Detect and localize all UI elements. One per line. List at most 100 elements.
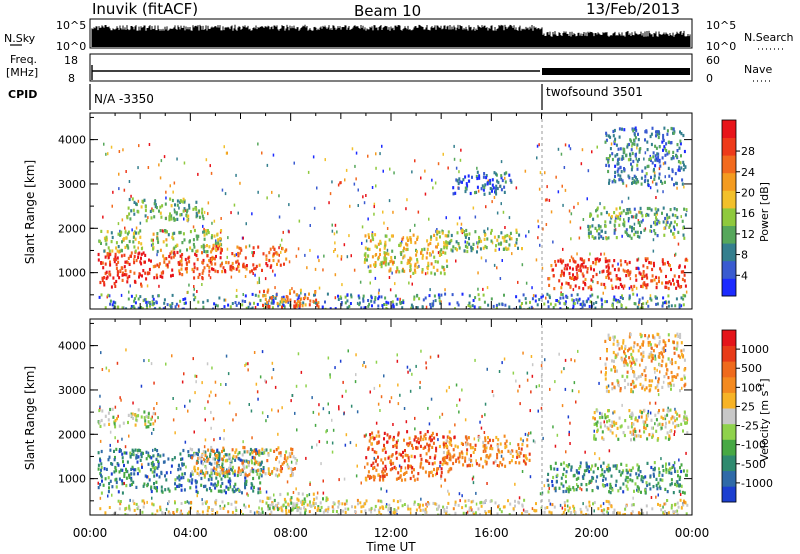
- range-gate-cell: [102, 266, 105, 270]
- range-gate-cell: [132, 401, 134, 405]
- range-gate-cell: [515, 186, 518, 190]
- range-gate-cell: [570, 212, 573, 216]
- range-gate-cell: [163, 260, 166, 264]
- range-gate-cell: [442, 250, 445, 254]
- range-gate-cell: [617, 286, 620, 290]
- range-gate-cell: [501, 236, 504, 240]
- range-gate-cell: [544, 171, 546, 175]
- range-gate-cell: [100, 468, 102, 472]
- range-gate-cell: [667, 300, 670, 304]
- range-gate-cell: [674, 407, 676, 411]
- range-gate-cell: [165, 362, 167, 366]
- range-gate-cell: [375, 184, 377, 188]
- range-gate-cell: [240, 510, 243, 514]
- range-gate-cell: [418, 264, 420, 268]
- range-gate-cell: [654, 207, 657, 211]
- range-gate-cell: [208, 474, 211, 478]
- range-gate-cell: [347, 349, 349, 353]
- range-gate-cell: [270, 301, 273, 305]
- range-gate-cell: [472, 499, 475, 503]
- range-gate-cell: [348, 234, 350, 238]
- range-gate-cell: [655, 275, 658, 279]
- range-gate-cell: [662, 136, 665, 140]
- range-gate-cell: [452, 186, 455, 190]
- range-gate-cell: [152, 463, 155, 467]
- range-gate-cell: [171, 293, 174, 297]
- range-gate-cell: [200, 469, 203, 473]
- range-gate-cell: [487, 303, 490, 307]
- range-gate-cell: [251, 251, 253, 255]
- range-gate-cell: [211, 257, 213, 262]
- range-gate-cell: [219, 466, 222, 470]
- range-gate-cell: [426, 442, 429, 446]
- range-gate-cell: [607, 276, 610, 280]
- range-gate-cell: [643, 228, 646, 232]
- range-gate-cell: [614, 216, 617, 220]
- range-gate-cell: [647, 183, 650, 188]
- range-gate-cell: [485, 259, 487, 263]
- range-gate-cell: [378, 288, 380, 292]
- range-gate-cell: [322, 497, 324, 501]
- range-gate-cell: [198, 215, 201, 219]
- range-gate-cell: [506, 233, 509, 238]
- range-gate-cell: [219, 506, 222, 510]
- range-gate-cell: [223, 298, 225, 302]
- range-gate-cell: [398, 464, 401, 468]
- range-gate-cell: [391, 300, 394, 304]
- range-gate-cell: [188, 510, 191, 514]
- range-gate-cell: [125, 307, 128, 309]
- range-gate-cell: [430, 470, 433, 474]
- range-gate-cell: [164, 474, 166, 478]
- range-gate-cell: [611, 264, 614, 268]
- range-gate-cell: [173, 208, 176, 212]
- range-gate-cell: [515, 295, 518, 299]
- range-gate-cell: [677, 282, 680, 287]
- range-gate-cell: [600, 229, 603, 233]
- range-gate-cell: [655, 146, 658, 150]
- range-gate-cell: [153, 474, 156, 478]
- range-gate-cell: [574, 359, 576, 363]
- range-gate-cell: [130, 414, 133, 418]
- range-gate-cell: [267, 304, 270, 308]
- range-gate-cell: [283, 457, 286, 461]
- range-gate-cell: [426, 504, 428, 508]
- range-gate-cell: [497, 242, 500, 246]
- range-gate-cell: [170, 214, 173, 218]
- range-gate-cell: [155, 480, 158, 484]
- range-gate-cell: [123, 481, 125, 485]
- range-gate-cell: [647, 213, 650, 217]
- range-gate-cell: [129, 284, 131, 288]
- range-gate-cell: [383, 221, 385, 225]
- range-gate-cell: [496, 179, 499, 183]
- range-gate-cell: [595, 301, 598, 304]
- range-gate-cell: [281, 467, 283, 471]
- range-gate-cell: [502, 505, 505, 509]
- range-gate-cell: [237, 252, 240, 256]
- range-gate-cell: [680, 215, 682, 219]
- range-gate-cell: [598, 236, 600, 240]
- range-gate-cell: [196, 512, 199, 515]
- range-gate-cell: [100, 462, 103, 466]
- range-gate-cell: [680, 270, 683, 274]
- range-gate-cell: [123, 237, 126, 241]
- range-gate-cell: [549, 387, 551, 391]
- range-gate-cell: [217, 238, 220, 242]
- range-gate-cell: [345, 389, 347, 393]
- range-gate-cell: [176, 199, 179, 203]
- range-gate-cell: [182, 476, 185, 480]
- range-gate-cell: [535, 509, 538, 513]
- range-gate-cell: [153, 470, 156, 474]
- range-gate-cell: [278, 473, 281, 477]
- range-gate-cell: [508, 235, 511, 239]
- range-gate-cell: [126, 280, 129, 284]
- range-gate-cell: [641, 285, 644, 289]
- range-gate-cell: [118, 477, 121, 481]
- range-gate-cell: [647, 304, 650, 308]
- range-gate-cell: [640, 507, 643, 511]
- range-gate-cell: [548, 283, 551, 287]
- range-gate-cell: [447, 234, 450, 238]
- range-gate-cell: [639, 206, 642, 210]
- range-gate-cell: [196, 249, 199, 253]
- range-gate-cell: [150, 259, 152, 263]
